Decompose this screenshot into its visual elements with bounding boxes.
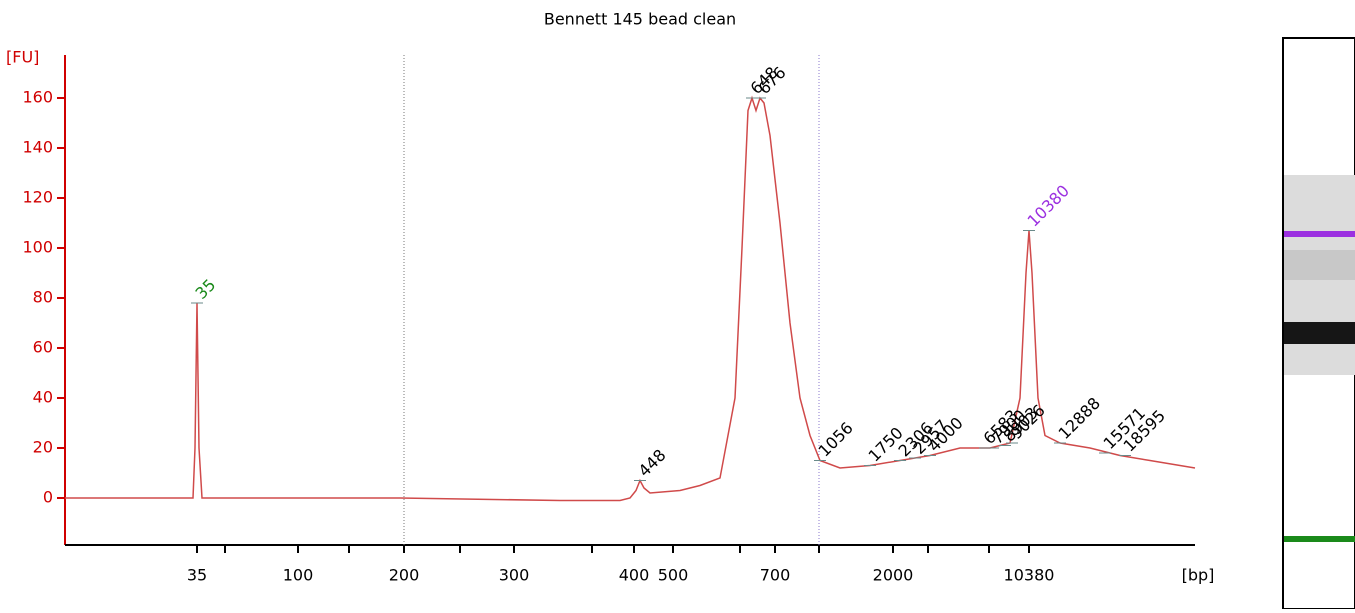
peak-label: 12888 [1055, 394, 1104, 443]
x-tick-label: 100 [283, 566, 314, 585]
peak-label: 4000 [925, 413, 967, 455]
x-tick-label: 10380 [1004, 566, 1055, 585]
peak-label: 10380 [1024, 181, 1073, 230]
gel-marker-band [1284, 231, 1355, 237]
y-tick-label: 140 [22, 138, 53, 157]
gel-lane [1282, 37, 1355, 610]
x-tick-label: 500 [658, 566, 689, 585]
y-tick-label: 100 [22, 238, 53, 257]
x-tick-label: 2000 [873, 566, 914, 585]
trace [65, 95, 1196, 502]
chart-title: Bennett 145 bead clean [544, 10, 736, 29]
gel-band [1284, 322, 1355, 344]
y-tick-label: 120 [22, 188, 53, 207]
x-tick-label: 35 [187, 566, 207, 585]
y-tick-label: 40 [33, 388, 53, 407]
y-tick-label: 0 [43, 488, 53, 507]
gel-smear [1284, 250, 1355, 280]
gel-marker-band [1284, 536, 1355, 542]
y-axis-label: [FU] [6, 48, 39, 67]
peak-label: 448 [635, 445, 670, 480]
y-tick-label: 160 [22, 88, 53, 107]
x-tick-label: 400 [619, 566, 650, 585]
x-tick-label: 200 [389, 566, 420, 585]
x-tick-label: 700 [760, 566, 791, 585]
y-tick-label: 80 [33, 288, 53, 307]
peak-label: 35 [192, 275, 220, 303]
y-tick-label: 60 [33, 338, 53, 357]
y-tick-label: 20 [33, 438, 53, 457]
x-axis-label: [bp] [1182, 566, 1215, 585]
peak-label: 1056 [815, 418, 857, 460]
x-tick-label: 300 [499, 566, 530, 585]
